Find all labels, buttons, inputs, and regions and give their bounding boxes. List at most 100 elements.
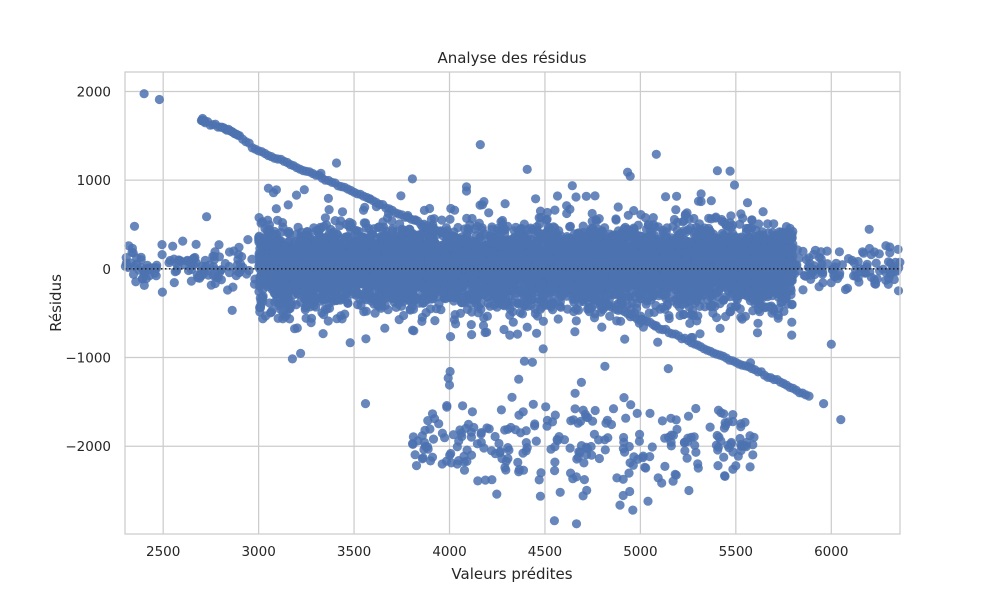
- residual-point: [597, 323, 606, 332]
- residual-point: [554, 314, 563, 323]
- residual-point: [759, 207, 768, 216]
- residual-point: [815, 282, 824, 291]
- residual-point: [804, 263, 813, 272]
- residual-point: [307, 318, 316, 327]
- residual-point: [396, 191, 405, 200]
- residual-point: [202, 212, 211, 221]
- residual-point: [322, 305, 331, 314]
- residual-point: [612, 215, 621, 224]
- residual-point: [582, 192, 591, 201]
- residual-point: [520, 357, 529, 366]
- residual-point: [738, 315, 747, 324]
- residual-point: [288, 354, 297, 363]
- residual-point: [626, 172, 635, 181]
- residual-point: [715, 299, 724, 308]
- residual-point: [294, 223, 303, 232]
- residual-point: [168, 242, 177, 251]
- residual-point: [600, 223, 609, 232]
- residual-point: [865, 225, 874, 234]
- residual-point: [479, 197, 488, 206]
- residual-point: [571, 192, 580, 201]
- residual-point: [722, 221, 731, 230]
- residual-point: [192, 240, 201, 249]
- residual-point: [178, 237, 187, 246]
- residual-point: [523, 323, 532, 332]
- residual-point: [417, 317, 426, 326]
- residual-point: [670, 215, 679, 224]
- residual-point: [716, 324, 725, 333]
- residual-point: [634, 221, 643, 230]
- residual-point: [579, 222, 588, 231]
- residual-point: [870, 279, 879, 288]
- residual-point: [207, 281, 216, 290]
- residual-point: [359, 206, 368, 215]
- residual-point: [425, 204, 434, 213]
- residual-point: [422, 308, 431, 317]
- residual-point: [292, 191, 301, 200]
- residual-point: [257, 219, 266, 228]
- residual-point: [650, 308, 659, 317]
- residual-point: [361, 334, 370, 343]
- residual-point: [395, 315, 404, 324]
- residual-point: [446, 332, 455, 341]
- residual-point: [296, 349, 305, 358]
- residual-point: [726, 211, 735, 220]
- residual-point: [680, 216, 689, 225]
- residual-point: [338, 207, 347, 216]
- residual-point: [484, 208, 493, 217]
- residual-point: [787, 331, 796, 340]
- residual-point: [467, 320, 476, 329]
- residual-point: [566, 222, 575, 231]
- residual-point: [738, 214, 747, 223]
- residual-point: [620, 335, 629, 344]
- residual-point: [170, 278, 179, 287]
- residual-point: [707, 196, 716, 205]
- residual-point: [284, 200, 293, 209]
- residual-point: [545, 301, 554, 310]
- residual-point: [570, 327, 579, 336]
- residual-point: [730, 180, 739, 189]
- residual-point: [462, 186, 471, 195]
- residual-point: [704, 214, 713, 223]
- residual-point: [430, 316, 439, 325]
- residual-point: [300, 185, 309, 194]
- residual-point: [501, 199, 510, 208]
- residual-point: [223, 285, 232, 294]
- residual-point: [523, 165, 532, 174]
- residual-point: [276, 228, 285, 237]
- residual-point: [293, 323, 302, 332]
- residual-point: [476, 140, 485, 149]
- residual-point: [624, 211, 633, 220]
- residual-point: [753, 319, 762, 328]
- residual-point: [614, 202, 623, 211]
- residual-point: [325, 205, 334, 214]
- residual-point: [823, 247, 832, 256]
- residual-point: [158, 250, 167, 259]
- residual-point: [306, 302, 315, 311]
- residual-point: [236, 260, 245, 269]
- residual-point: [243, 235, 252, 244]
- residual-point: [590, 191, 599, 200]
- residual-point: [665, 314, 674, 323]
- residual-point: [319, 329, 328, 338]
- residual-point: [493, 224, 502, 233]
- residual-point: [539, 344, 548, 353]
- residual-point: [228, 306, 237, 315]
- residual-point: [498, 216, 507, 225]
- residual-point: [798, 285, 807, 294]
- residual-point: [362, 307, 371, 316]
- residual-point: [841, 285, 850, 294]
- residual-point: [384, 305, 393, 314]
- residual-point: [713, 166, 722, 175]
- residual-point: [671, 205, 680, 214]
- residual-point: [653, 338, 662, 347]
- residual-point: [612, 316, 621, 325]
- residual-point: [513, 330, 522, 339]
- residual-point: [563, 305, 572, 314]
- residual-point: [875, 249, 884, 258]
- residual-point: [725, 307, 734, 316]
- residual-point: [324, 194, 333, 203]
- residual-point: [894, 286, 903, 295]
